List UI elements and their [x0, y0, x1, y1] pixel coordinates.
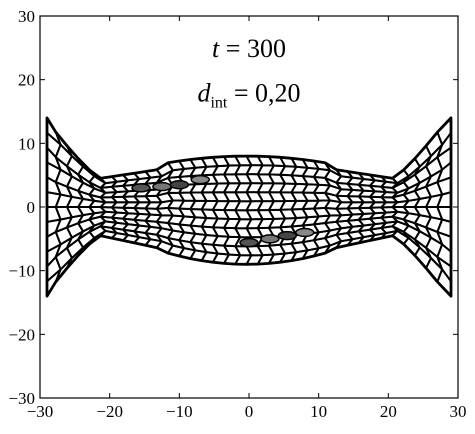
cell-mesh: [45, 116, 453, 298]
distance-subscript: int: [210, 94, 227, 111]
highlighted-cell: [260, 234, 280, 244]
time-annotation: t = 300: [212, 34, 286, 63]
highlighted-cell: [169, 179, 190, 190]
highlighted-cell: [190, 174, 210, 185]
x-tick-label: 30: [450, 402, 467, 421]
y-tick-label: 20: [18, 71, 35, 90]
distance-variable: d: [197, 78, 211, 107]
y-tick-label: 30: [18, 7, 35, 26]
highlighted-cell: [152, 181, 172, 192]
y-tick-label: −10: [8, 262, 35, 281]
mesh-boundary: [45, 116, 453, 298]
x-tick-label: −30: [27, 402, 54, 421]
distance-annotation: dint = 0,20: [197, 78, 300, 111]
highlighted-cell: [294, 227, 315, 238]
time-value: = 300: [219, 34, 286, 63]
time-variable: t: [212, 34, 220, 63]
distance-value: = 0,20: [227, 78, 300, 107]
highlighted-cells: [131, 174, 315, 248]
y-tick-label: 0: [27, 198, 36, 217]
x-tick-label: −10: [166, 402, 193, 421]
highlighted-cell: [131, 183, 151, 193]
x-tick-label: 10: [310, 402, 327, 421]
y-tick-label: −20: [8, 325, 35, 344]
highlighted-cell: [277, 230, 298, 241]
highlighted-cell: [239, 237, 259, 248]
x-axis: −30 −20 −10 0 10 20 30: [27, 16, 467, 421]
x-tick-label: 20: [380, 402, 397, 421]
y-tick-label: −30: [8, 389, 35, 408]
x-tick-label: 0: [245, 402, 254, 421]
x-tick-label: −20: [96, 402, 123, 421]
y-tick-label: 10: [18, 134, 35, 153]
y-axis: −30 −20 −10 0 10 20 30: [8, 7, 458, 408]
